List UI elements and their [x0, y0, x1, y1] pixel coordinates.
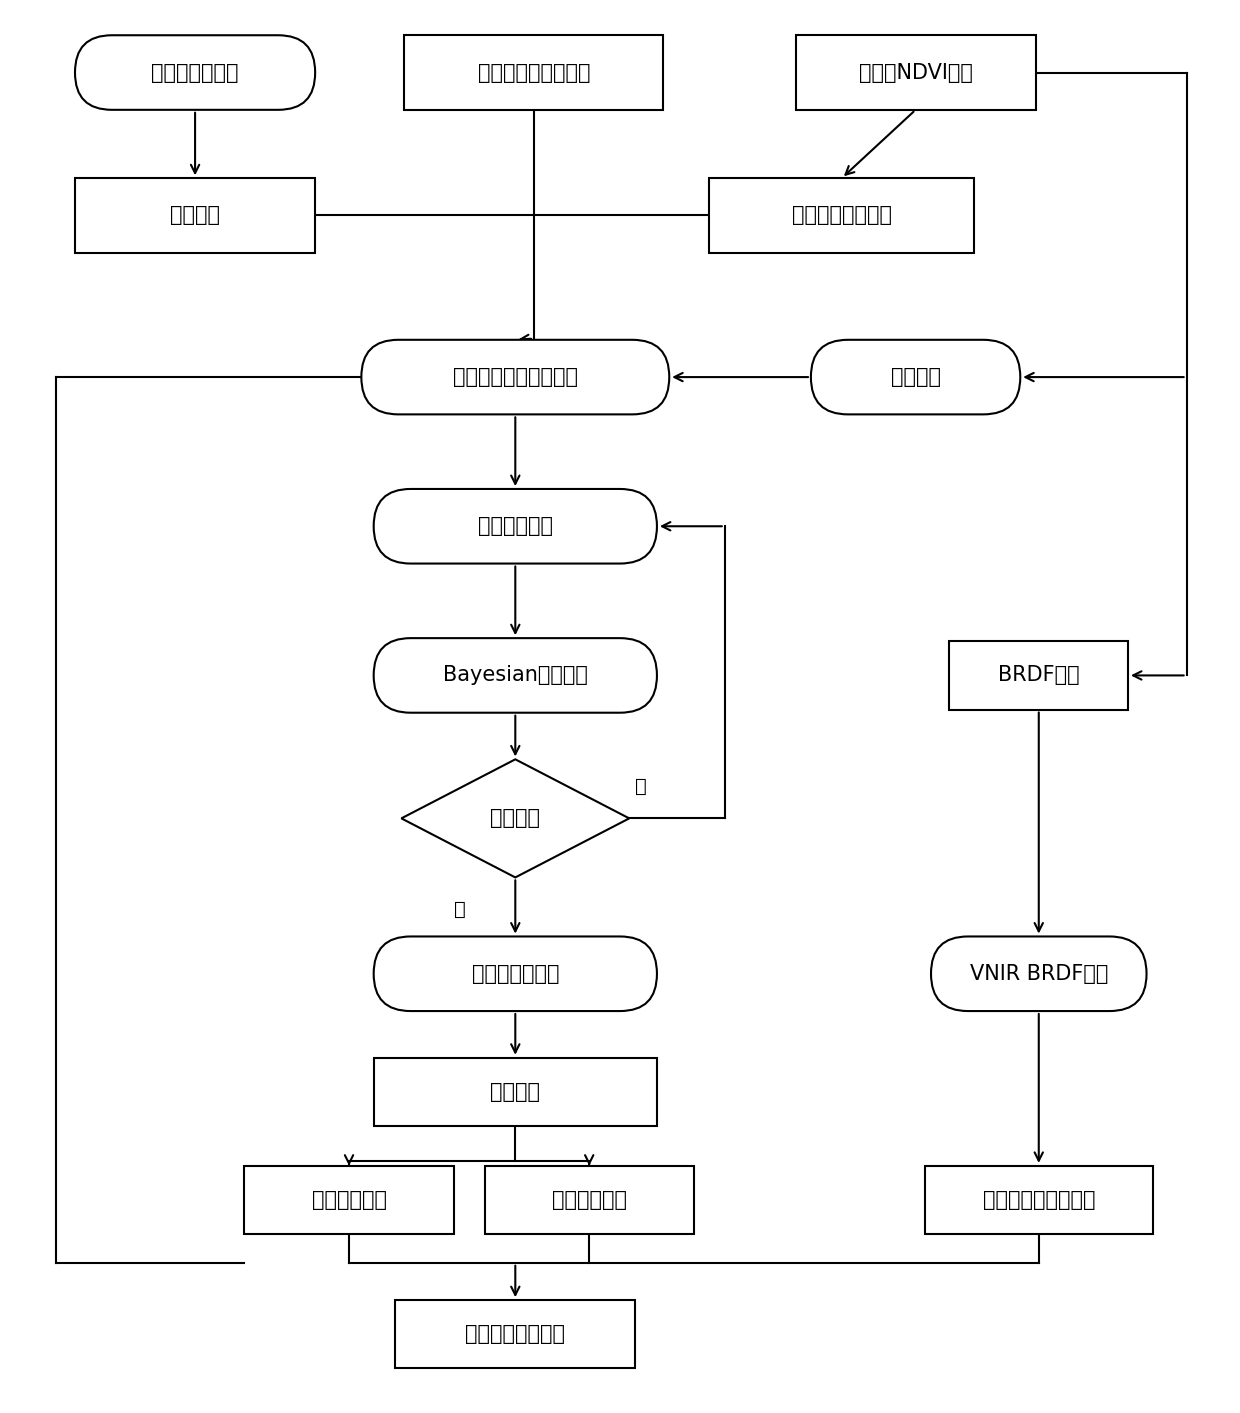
FancyBboxPatch shape — [373, 489, 657, 564]
Text: 方向性地表温度产品: 方向性地表温度产品 — [477, 62, 590, 82]
FancyBboxPatch shape — [925, 1166, 1153, 1234]
Text: 温度日变化模型: 温度日变化模型 — [151, 62, 239, 82]
Text: 植被组分温度: 植被组分温度 — [552, 1190, 626, 1210]
FancyBboxPatch shape — [244, 1166, 454, 1234]
Text: BRDF产品: BRDF产品 — [998, 666, 1080, 685]
Text: 最佳邻域: 最佳邻域 — [490, 1082, 541, 1102]
FancyBboxPatch shape — [931, 937, 1147, 1012]
Text: 一维搜索算法: 一维搜索算法 — [477, 516, 553, 537]
FancyBboxPatch shape — [396, 1300, 635, 1368]
Text: 赤池信息量准则: 赤池信息量准则 — [471, 964, 559, 983]
Text: VNIR BRDF模型: VNIR BRDF模型 — [970, 964, 1109, 983]
Polygon shape — [402, 759, 629, 877]
FancyBboxPatch shape — [373, 937, 657, 1012]
FancyBboxPatch shape — [811, 339, 1021, 414]
FancyBboxPatch shape — [485, 1166, 694, 1234]
FancyBboxPatch shape — [74, 35, 315, 110]
Text: 参考方向植被覆盖度: 参考方向植被覆盖度 — [982, 1190, 1095, 1210]
Text: 方向性植被覆盖度: 方向性植被覆盖度 — [791, 205, 892, 226]
Text: 组分温度: 组分温度 — [170, 205, 219, 226]
FancyBboxPatch shape — [404, 35, 663, 110]
Text: Bayesian优化算法: Bayesian优化算法 — [443, 666, 588, 685]
FancyBboxPatch shape — [709, 178, 975, 253]
Text: 否: 否 — [635, 777, 647, 796]
FancyBboxPatch shape — [74, 178, 315, 253]
Text: 混合像元地表温度模型: 混合像元地表温度模型 — [453, 367, 578, 387]
FancyBboxPatch shape — [796, 35, 1035, 110]
Text: 遍历结束: 遍历结束 — [490, 808, 541, 828]
FancyBboxPatch shape — [373, 1058, 657, 1126]
FancyBboxPatch shape — [373, 639, 657, 712]
FancyBboxPatch shape — [361, 339, 670, 414]
Text: 权重模型: 权重模型 — [890, 367, 941, 387]
FancyBboxPatch shape — [950, 642, 1128, 709]
Text: 方向性NDVI产品: 方向性NDVI产品 — [858, 62, 972, 82]
Text: 土壤组分温度: 土壤组分温度 — [311, 1190, 387, 1210]
Text: 是: 是 — [454, 900, 466, 918]
Text: 参考方向地表温度: 参考方向地表温度 — [465, 1324, 565, 1344]
